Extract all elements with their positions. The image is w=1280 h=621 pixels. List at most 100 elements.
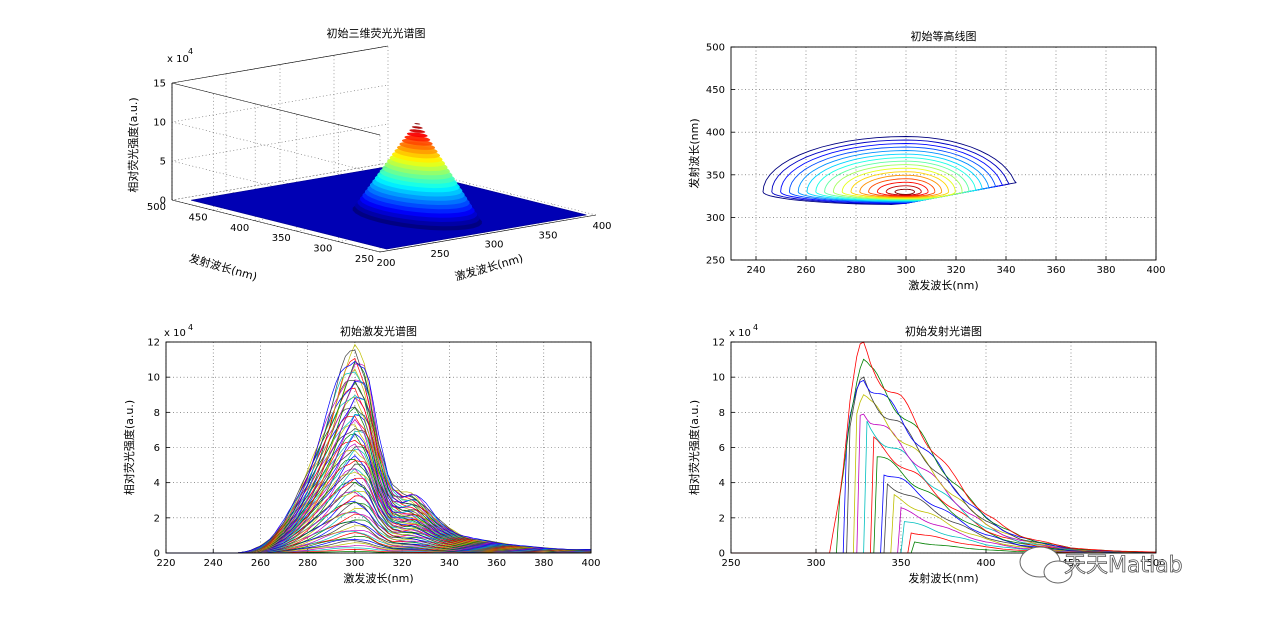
contour-xtick-label: 280 bbox=[846, 265, 865, 276]
contour-ytick-label: 250 bbox=[706, 256, 725, 267]
contour-axes-frame bbox=[730, 46, 1157, 261]
contour-xtick-label: 400 bbox=[1146, 265, 1165, 276]
contour-xtick-label: 260 bbox=[796, 265, 815, 276]
em-xtick-label: 500 bbox=[1146, 558, 1165, 569]
ex-axes-frame bbox=[165, 341, 592, 554]
ex-xtick-label: 280 bbox=[298, 558, 317, 569]
em-xtick-label: 300 bbox=[806, 558, 825, 569]
ex-title: 初始激发光谱图 bbox=[340, 324, 417, 338]
ex-xtick-label: 320 bbox=[393, 558, 412, 569]
contour-ylabel: 发射波长(nm) bbox=[687, 118, 701, 188]
ex-xlabel: 激发波长(nm) bbox=[343, 571, 413, 585]
excitation-spectrum-plot: 220 240 260 280 300 320 340 360 380 400 0 2 4 6 8 10 12 初… bbox=[122, 323, 601, 585]
em-ytick-label: 10 bbox=[712, 373, 725, 384]
contour-ytick-label: 500 bbox=[706, 43, 725, 54]
ex-ytick-label: 8 bbox=[154, 408, 160, 419]
surf-level-band bbox=[411, 126, 423, 129]
em-xtick-label: 400 bbox=[976, 558, 995, 569]
surf-ytick-label: 250 bbox=[355, 254, 374, 265]
em-exponent-power: 4 bbox=[753, 323, 758, 332]
em-ytick-label: 6 bbox=[719, 443, 725, 454]
ex-xtick-label: 240 bbox=[204, 558, 223, 569]
em-ytick-label: 12 bbox=[712, 338, 725, 349]
contour-xtick-label: 340 bbox=[996, 265, 1015, 276]
surf-level-band bbox=[406, 132, 428, 138]
surf-grid-z bbox=[171, 84, 389, 175]
wechat-icon-small bbox=[1043, 560, 1073, 584]
surf-ytick-label: 450 bbox=[189, 212, 208, 223]
contour-xtick-label: 360 bbox=[1046, 265, 1065, 276]
ex-ytick-label: 4 bbox=[154, 478, 160, 489]
watermark: 天天Matlab bbox=[1019, 546, 1183, 584]
surf-ztick-label: 15 bbox=[153, 79, 166, 90]
em-axes-frame bbox=[730, 341, 1157, 554]
surf-level-band bbox=[409, 129, 426, 133]
contour-level-line bbox=[841, 167, 956, 199]
contour-xlabel: 激发波长(nm) bbox=[908, 278, 978, 292]
contour-level-line bbox=[868, 178, 936, 197]
surf-xaxis bbox=[379, 214, 597, 253]
contour-level-line bbox=[859, 174, 943, 198]
ex-xtick-label: 260 bbox=[251, 558, 270, 569]
em-xtick-label: 450 bbox=[1061, 558, 1080, 569]
contour-xtick-label: 240 bbox=[746, 265, 765, 276]
ex-ytick-label: 12 bbox=[147, 338, 160, 349]
em-ytick-label: 2 bbox=[719, 513, 725, 524]
contour-ytick-label: 350 bbox=[706, 170, 725, 181]
contour-xtick-label: 300 bbox=[896, 265, 915, 276]
contour-ytick-label: 400 bbox=[706, 128, 725, 139]
surf-xtick-label: 250 bbox=[430, 249, 449, 260]
surf-ytick-label: 300 bbox=[313, 244, 332, 255]
ex-xtick-label: 340 bbox=[440, 558, 459, 569]
surf-xtick-label: 350 bbox=[538, 230, 557, 241]
ex-exponent-power: 4 bbox=[188, 323, 193, 332]
surf-title: 初始三维荧光光谱图 bbox=[327, 26, 426, 40]
surf-ztick-label: 5 bbox=[160, 157, 166, 168]
ex-xtick-label: 400 bbox=[581, 558, 600, 569]
contour-ytick-label: 300 bbox=[706, 213, 725, 224]
ex-ylabel: 相对荧光强度(a.u.) bbox=[122, 400, 136, 495]
surf-yaxis bbox=[171, 199, 381, 253]
contour-ytick-label: 450 bbox=[706, 85, 725, 96]
surf-grid-y-floor bbox=[171, 162, 389, 201]
em-ylabel: 相对荧光强度(a.u.) bbox=[687, 400, 701, 495]
ex-xtick-label: 300 bbox=[345, 558, 364, 569]
surf-ylabel: 发射波长(nm) bbox=[187, 251, 258, 284]
surf-zlabel: 相对荧光强度(a.u.) bbox=[126, 97, 140, 192]
em-xtick-label: 250 bbox=[721, 558, 740, 569]
contour-level-line bbox=[832, 164, 963, 200]
surf-ytick-label: 400 bbox=[230, 223, 249, 234]
contour-level-line bbox=[894, 188, 915, 195]
ex-ytick-label: 6 bbox=[154, 443, 160, 454]
em-title: 初始发射光谱图 bbox=[905, 324, 982, 338]
ex-ytick-label: 0 bbox=[154, 549, 160, 560]
surf-exponent: x 10 bbox=[167, 54, 189, 65]
contour-xtick-label: 380 bbox=[1096, 265, 1115, 276]
ex-exponent: x 10 bbox=[164, 328, 186, 339]
surf-xlabel: 激发波长(nm) bbox=[453, 251, 524, 284]
surf-xtick-label: 400 bbox=[592, 221, 611, 232]
contour-plot-area bbox=[731, 47, 1156, 260]
surf-xtick-label: 300 bbox=[484, 240, 503, 251]
ex-xtick-label: 360 bbox=[487, 558, 506, 569]
contour-level-line bbox=[876, 181, 929, 197]
surf-ztick-label: 0 bbox=[160, 196, 166, 207]
watermark-text: 天天Matlab bbox=[1064, 553, 1183, 578]
em-xtick-label: 350 bbox=[891, 558, 910, 569]
contour-plot: 240 260 280 300 320 340 360 380 400 250 300 350 400 4… bbox=[687, 29, 1166, 292]
ex-xtick-label: 220 bbox=[156, 558, 175, 569]
em-ytick-label: 4 bbox=[719, 478, 725, 489]
contour-xtick-label: 320 bbox=[946, 265, 965, 276]
em-ytick-label: 0 bbox=[719, 549, 725, 560]
contour-title: 初始等高线图 bbox=[911, 29, 977, 43]
surf-ytick-label: 350 bbox=[272, 233, 291, 244]
contour-level-line bbox=[885, 185, 922, 196]
surf-xtick-label: 200 bbox=[376, 258, 395, 269]
surf-exponent-power: 4 bbox=[188, 47, 193, 56]
ex-ytick-label: 10 bbox=[147, 373, 160, 384]
contour-level-line bbox=[850, 171, 949, 199]
surf-level-band bbox=[414, 123, 421, 125]
ex-xtick-label: 380 bbox=[534, 558, 553, 569]
